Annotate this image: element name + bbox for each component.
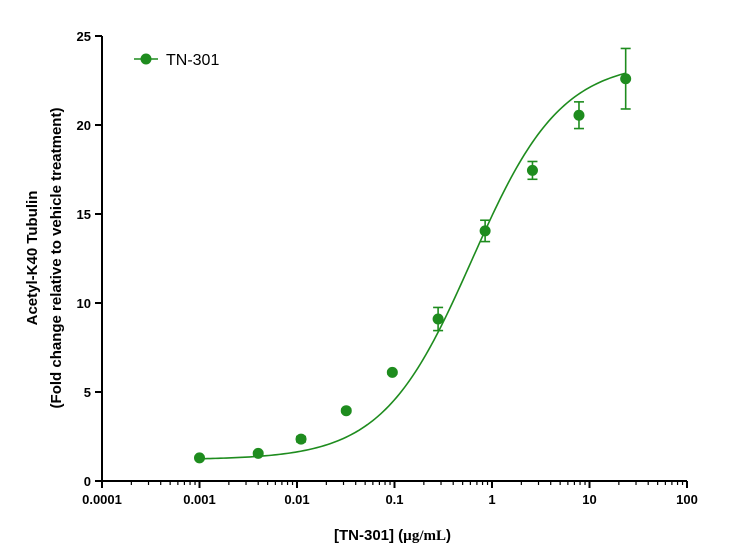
y-axis-ticks: 0 5 10 15 20 25 — [77, 29, 102, 489]
data-marker — [573, 109, 585, 121]
data-point — [479, 219, 491, 243]
y-tick-label: 15 — [77, 207, 91, 222]
data-marker — [295, 433, 307, 445]
data-point — [340, 405, 352, 417]
y-tick-label: 0 — [84, 474, 91, 489]
data-marker — [340, 405, 352, 417]
data-point — [432, 306, 444, 332]
data-point — [295, 433, 307, 445]
x-axis-title-unit: µg/mL — [403, 528, 446, 544]
data-point — [252, 447, 264, 459]
y-tick-label: 25 — [77, 29, 91, 44]
y-axis-title-line2: (Fold change relative to vehicle treatme… — [48, 108, 65, 409]
x-axis-title-end: ) — [446, 527, 451, 544]
x-tick-label: 1 — [488, 492, 495, 507]
x-axis-ticks: 0.0001 0.001 0.01 0.1 1 10 100 — [82, 481, 698, 507]
axes — [101, 36, 687, 482]
fit-curve — [199, 72, 626, 460]
data-marker — [479, 225, 491, 237]
x-tick-label: 10 — [582, 492, 596, 507]
data-marker — [386, 366, 398, 378]
y-axis-title-line1: Acetyl-K40 Tubulin — [24, 191, 41, 326]
data-marker — [620, 73, 632, 85]
data-marker — [252, 447, 264, 459]
data-point — [194, 452, 205, 464]
legend-label: TN-301 — [166, 52, 219, 69]
data-point — [386, 366, 398, 378]
data-marker — [526, 164, 538, 176]
y-tick-label: 20 — [77, 118, 91, 133]
x-tick-label: 100 — [676, 492, 698, 507]
x-axis-title: [TN-301] (µg/mL) — [334, 527, 451, 544]
x-tick-label: 0.1 — [385, 492, 403, 507]
legend: TN-301 — [134, 52, 219, 69]
y-tick-label: 10 — [77, 296, 91, 311]
y-tick-label: 5 — [84, 385, 91, 400]
x-tick-label: 0.0001 — [82, 492, 122, 507]
y-axis-title: Acetyl-K40 Tubulin (Fold change relative… — [24, 108, 65, 409]
x-axis-title-main: [TN-301] ( — [334, 527, 403, 544]
data-point — [620, 47, 632, 110]
x-tick-label: 0.01 — [284, 492, 309, 507]
data-marker — [432, 313, 444, 325]
data-marker — [194, 452, 205, 464]
data-point — [573, 101, 585, 130]
legend-marker — [140, 53, 152, 65]
data-points — [194, 47, 632, 464]
x-tick-label: 0.001 — [183, 492, 216, 507]
data-point — [526, 160, 538, 181]
